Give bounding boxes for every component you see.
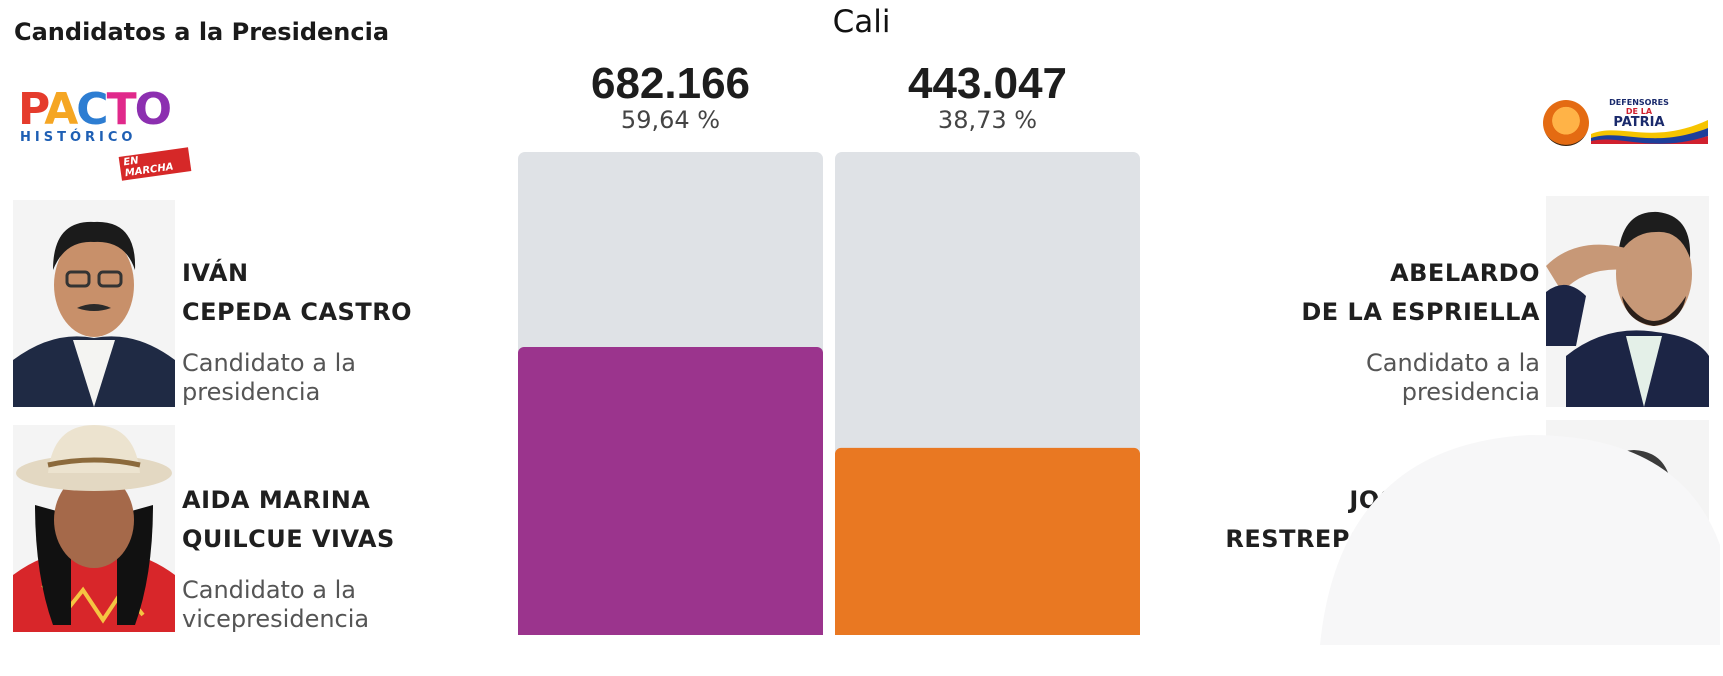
- pacto-subtitle: HISTÓRICO: [20, 130, 137, 145]
- name-line: QUILCUE VIVAS: [182, 525, 395, 553]
- chart-bottom-mask: [505, 635, 1225, 655]
- candidate-role-espriella: Candidato a la presidencia: [1190, 349, 1540, 407]
- candidate-photo-espriella: [1546, 196, 1709, 407]
- logo-line: DEFENSORES: [1609, 98, 1669, 107]
- pacto-word: PACTO: [18, 84, 172, 135]
- candidate-role-quilcue: Candidato a la vicepresidencia: [182, 576, 369, 634]
- candidate-photo-quilcue: [13, 425, 175, 632]
- candidate-photo-cepeda: [13, 200, 175, 407]
- logo-letter: A: [44, 84, 78, 135]
- bar-value-label-0: 682.166: [591, 59, 750, 108]
- city-title: Cali: [832, 4, 891, 40]
- role-line: presidencia: [1401, 378, 1540, 406]
- flag-swoosh-icon: [1591, 120, 1708, 144]
- logo-letter: T: [106, 84, 137, 135]
- vote-bar-chart: 682.166 59,64 % 443.047 38,73 %: [505, 59, 1225, 655]
- name-line: DE LA ESPRIELLA: [1301, 298, 1540, 326]
- logo-line: DE LA: [1625, 107, 1653, 116]
- logo-letter: O: [134, 84, 172, 135]
- tiger-icon: [1543, 100, 1589, 146]
- pacto-tag: EN MARCHA: [118, 147, 192, 181]
- bar-1: [835, 447, 1140, 643]
- pacto-historico-logo: PACTO HISTÓRICO EN MARCHA: [18, 84, 192, 181]
- candidate-role-cepeda: Candidato a la presidencia: [182, 349, 356, 407]
- defensores-de-la-patria-logo: DEFENSORES DE LA PATRIA: [1543, 96, 1708, 148]
- name-line: AIDA MARINA: [182, 486, 371, 514]
- bar-value-label-1: 443.047: [908, 59, 1067, 108]
- logo-letter: C: [76, 84, 108, 135]
- name-line: ABELARDO: [1390, 259, 1540, 287]
- candidate-name-espriella: ABELARDO DE LA ESPRIELLA: [1150, 254, 1540, 332]
- role-line: Candidato a la: [1366, 349, 1540, 377]
- name-line: CEPEDA CASTRO: [182, 298, 413, 326]
- logo-letter: P: [18, 84, 46, 135]
- role-line: vicepresidencia: [182, 605, 370, 633]
- candidate-name-quilcue: AIDA MARINA QUILCUE VIVAS: [182, 481, 395, 559]
- bar-percent-label-0: 59,64 %: [621, 106, 720, 134]
- role-line: Candidato a la: [182, 349, 356, 377]
- bar-percent-label-1: 38,73 %: [938, 106, 1037, 134]
- role-line: Candidato a la: [182, 576, 356, 604]
- role-line: presidencia: [182, 378, 321, 406]
- candidate-name-cepeda: IVÁN CEPEDA CASTRO: [182, 254, 412, 332]
- background-watermark: [1200, 405, 1723, 645]
- name-line: IVÁN: [182, 259, 249, 287]
- section-title: Candidatos a la Presidencia: [14, 18, 390, 46]
- bar-0: [518, 346, 823, 643]
- logo-line: PATRIA: [1613, 115, 1665, 130]
- defensores-text: DEFENSORES DE LA PATRIA: [1603, 98, 1675, 129]
